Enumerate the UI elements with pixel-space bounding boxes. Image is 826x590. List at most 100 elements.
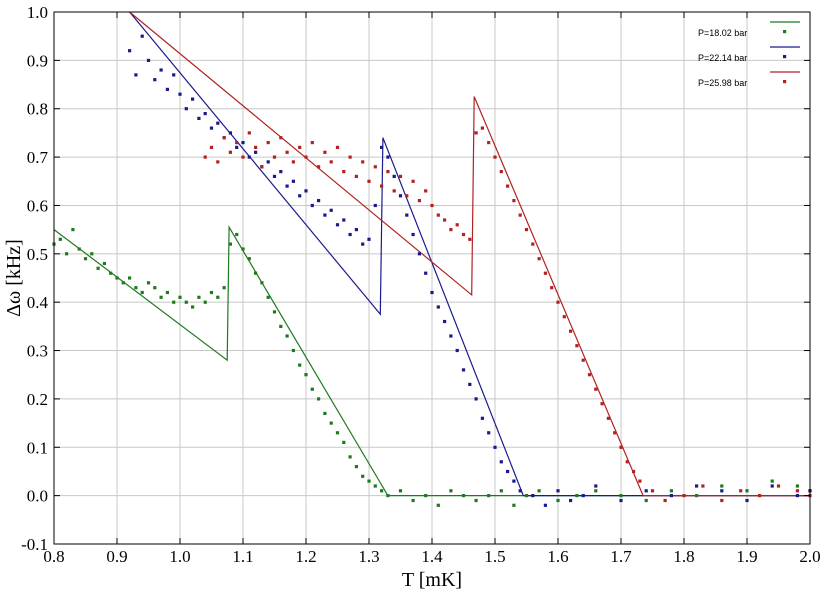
data-point-series-2 [461,368,466,372]
data-point-series-1 [228,242,232,246]
data-point-series-1 [317,397,321,401]
data-point-series-1 [178,295,182,299]
data-point-series-1 [247,257,251,261]
data-point-series-3 [569,329,573,333]
data-point-series-1 [165,290,169,295]
data-point-series-3 [606,416,610,420]
data-point-series-2 [228,131,232,135]
data-point-series-2 [487,431,491,435]
data-point-series-3 [480,126,484,130]
y-tick-label: 0.3 [27,342,48,361]
data-point-series-1 [184,300,188,304]
data-point-series-1 [65,252,69,256]
data-point-series-3 [562,315,566,319]
data-point-series-2 [285,184,289,188]
data-point-series-3 [266,141,270,145]
data-point-series-3 [367,179,371,183]
data-point-series-1 [354,465,358,469]
data-point-series-3 [663,498,667,503]
x-tick-label: 1.8 [673,547,694,566]
data-point-series-3 [613,431,617,435]
data-point-series-1 [96,266,100,270]
legend-label-series-1: P=18.02 bar [698,28,747,38]
data-point-series-1 [436,503,440,507]
data-point-series-1 [342,440,346,444]
data-point-series-1 [291,348,295,353]
data-point-series-2 [417,252,421,256]
data-point-series-2 [543,503,547,507]
data-point-series-3 [386,170,390,174]
data-points [52,34,812,507]
data-point-series-3 [512,199,516,203]
legend-label-series-2: P=22.14 bar [698,53,747,63]
data-point-series-1 [310,387,314,391]
data-point-series-1 [373,484,377,488]
data-point-series-3 [342,170,346,174]
data-point-series-1 [449,489,453,493]
data-point-series-3 [392,189,396,193]
y-tick-label: 0.2 [27,390,48,409]
data-point-series-1 [254,271,258,275]
data-point-series-3 [587,373,592,377]
data-point-series-1 [770,479,774,483]
data-point-series-3 [625,460,629,464]
data-point-series-2 [405,213,409,217]
data-point-series-1 [512,503,516,507]
fit-line-series-2 [129,11,810,497]
data-point-series-2 [165,87,169,91]
y-tick-label: 0.0 [27,487,48,506]
data-point-series-1 [102,261,106,266]
data-point-series-2 [172,73,176,77]
data-point-series-1 [83,257,88,261]
data-point-series-1 [266,295,270,299]
fit-lines [53,11,810,497]
data-point-series-1 [90,252,94,256]
data-point-series-3 [411,179,415,183]
data-point-series-2 [499,460,503,464]
y-tick-label: 0.5 [27,245,48,264]
data-point-series-2 [266,160,270,164]
data-point-series-3 [600,402,604,406]
data-point-series-3 [682,494,686,498]
data-point-series-2 [304,189,308,193]
data-point-series-3 [304,155,308,159]
data-point-series-2 [323,213,327,217]
data-point-series-3 [380,184,384,188]
data-point-series-2 [216,121,220,125]
data-point-series-3 [272,155,277,159]
data-point-series-1 [367,479,371,483]
data-point-series-1 [304,373,308,377]
data-point-series-3 [556,300,560,304]
data-point-series-2 [795,494,799,498]
data-point-series-2 [493,445,497,449]
legend-marker-series-3 [783,80,787,84]
data-point-series-3 [632,469,636,474]
data-point-series-1 [159,295,163,299]
data-point-series-2 [518,489,522,493]
x-tick-label: 1.7 [610,547,632,566]
data-point-series-2 [247,155,251,159]
data-point-series-3 [430,203,434,208]
grid [53,11,811,545]
data-point-series-3 [241,155,245,159]
data-point-series-2 [317,199,321,203]
data-point-series-1 [745,489,749,493]
data-point-series-3 [493,155,497,159]
data-point-series-3 [279,136,283,140]
data-point-series-2 [140,34,144,38]
data-point-series-1 [695,494,699,498]
data-point-series-1 [128,276,132,280]
data-point-series-2 [235,145,239,149]
data-point-series-1 [556,498,560,503]
data-point-series-3 [468,237,472,241]
data-point-series-2 [506,469,510,474]
data-point-series-2 [480,416,484,420]
data-point-series-1 [121,281,125,285]
data-point-series-3 [795,489,799,493]
x-tick-label: 2.0 [799,547,820,566]
data-point-series-1 [115,276,119,280]
data-point-series-3 [436,213,440,217]
data-point-series-3 [455,223,459,227]
data-point-series-2 [197,116,201,120]
data-point-series-1 [323,411,327,415]
